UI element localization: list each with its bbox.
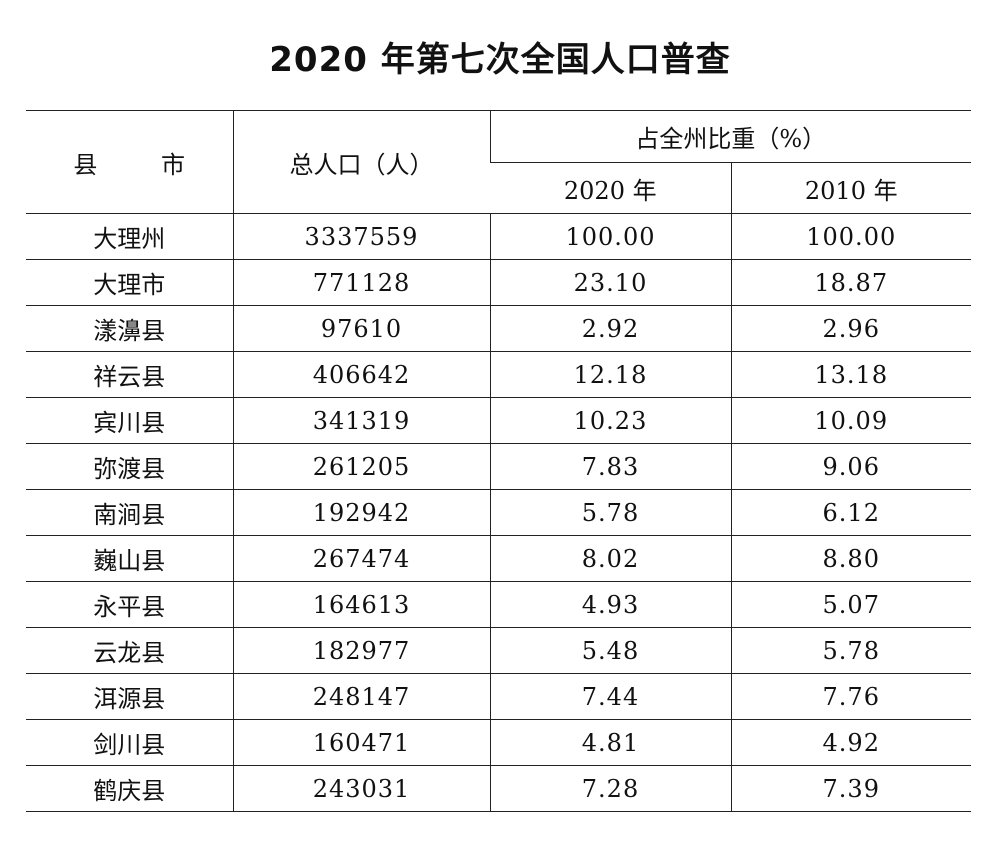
share-2010-cell: 8.80 — [730, 535, 971, 582]
page-title: 2020 年第七次全国人口普查 — [269, 40, 731, 80]
share-2010-cell: 5.78 — [730, 627, 971, 674]
population-cell: 192942 — [232, 489, 490, 536]
table-row: 大理市 771128 23.10 18.87 — [26, 259, 971, 306]
share-2010-cell: 6.12 — [730, 489, 971, 536]
county-cell: 漾濞县 — [26, 305, 233, 352]
table-row: 永平县 164613 4.93 5.07 — [26, 581, 971, 628]
share-2010-cell: 5.07 — [730, 581, 971, 628]
header-subrow: 2020 年 2010 年 — [26, 162, 971, 214]
share-2020-cell: 7.44 — [489, 673, 731, 720]
share-2010-cell: 18.87 — [730, 259, 971, 306]
county-cell: 南涧县 — [26, 489, 233, 536]
population-cell: 771128 — [232, 259, 490, 306]
county-cell: 洱源县 — [26, 673, 233, 720]
share-2010-column-header: 2010 年 — [730, 162, 971, 214]
county-cell: 巍山县 — [26, 535, 233, 582]
population-column-header: 总人口（人） — [232, 110, 490, 214]
header-row: 县 市 总人口（人） 占全州比重（%） — [26, 110, 971, 214]
table-row: 洱源县 248147 7.44 7.76 — [26, 673, 971, 720]
share-2020-cell: 4.81 — [489, 719, 731, 766]
county-cell: 剑川县 — [26, 719, 233, 766]
table-row: 鹤庆县 243031 7.28 7.39 — [26, 765, 971, 812]
table-row: 宾川县 341319 10.23 10.09 — [26, 397, 971, 444]
share-2010-cell: 10.09 — [730, 397, 971, 444]
table-row: 祥云县 406642 12.18 13.18 — [26, 351, 971, 398]
table-row: 南涧县 192942 5.78 6.12 — [26, 489, 971, 536]
population-cell: 182977 — [232, 627, 490, 674]
share-2010-cell: 7.76 — [730, 673, 971, 720]
share-2010-cell: 9.06 — [730, 443, 971, 490]
table-row: 弥渡县 261205 7.83 9.06 — [26, 443, 971, 490]
share-2010-cell: 7.39 — [730, 765, 971, 812]
share-2020-cell: 7.83 — [489, 443, 731, 490]
share-2010-cell: 2.96 — [730, 305, 971, 352]
share-group-header: 占全州比重（%） — [489, 110, 971, 163]
county-cell: 祥云县 — [26, 351, 233, 398]
population-cell: 243031 — [232, 765, 490, 812]
county-cell: 宾川县 — [26, 397, 233, 444]
share-2020-cell: 12.18 — [489, 351, 731, 398]
county-cell: 永平县 — [26, 581, 233, 628]
county-cell: 弥渡县 — [26, 443, 233, 490]
county-cell: 大理市 — [26, 259, 233, 306]
population-cell: 248147 — [232, 673, 490, 720]
population-cell: 406642 — [232, 351, 490, 398]
county-cell: 鹤庆县 — [26, 765, 233, 812]
census-table: 县 市 总人口（人） 占全州比重（%） 2020 年 2010 年 大理州 333… — [26, 110, 971, 812]
population-cell: 160471 — [232, 719, 490, 766]
share-2020-cell: 5.78 — [489, 489, 731, 536]
table-body: 大理州 3337559 100.00 100.00 大理市 771128 23.10 18.8… — [26, 213, 971, 812]
population-cell: 341319 — [232, 397, 490, 444]
population-cell: 3337559 — [232, 213, 490, 260]
table-row: 漾濞县 97610 2.92 2.96 — [26, 305, 971, 352]
county-cell: 大理州 — [26, 213, 233, 260]
share-2010-cell: 13.18 — [730, 351, 971, 398]
table-row: 云龙县 182977 5.48 5.78 — [26, 627, 971, 674]
share-2020-cell: 10.23 — [489, 397, 731, 444]
population-cell: 164613 — [232, 581, 490, 628]
share-2020-cell: 2.92 — [489, 305, 731, 352]
share-2020-cell: 8.02 — [489, 535, 731, 582]
population-cell: 267474 — [232, 535, 490, 582]
county-cell: 云龙县 — [26, 627, 233, 674]
county-column-header: 县 市 — [26, 110, 233, 214]
population-cell: 261205 — [232, 443, 490, 490]
table-row: 大理州 3337559 100.00 100.00 — [26, 213, 971, 260]
share-2020-column-header: 2020 年 — [490, 162, 731, 214]
share-2010-cell: 100.00 — [730, 213, 971, 260]
share-2020-cell: 4.93 — [489, 581, 731, 628]
table-header: 县 市 总人口（人） 占全州比重（%） 2020 年 2010 年 — [26, 110, 971, 214]
share-2020-cell: 100.00 — [489, 213, 731, 260]
table-row: 剑川县 160471 4.81 4.92 — [26, 719, 971, 766]
share-2020-cell: 23.10 — [489, 259, 731, 306]
share-2020-cell: 5.48 — [489, 627, 731, 674]
share-2010-cell: 4.92 — [730, 719, 971, 766]
share-2020-cell: 7.28 — [489, 765, 731, 812]
table-row: 巍山县 267474 8.02 8.80 — [26, 535, 971, 582]
population-cell: 97610 — [232, 305, 490, 352]
